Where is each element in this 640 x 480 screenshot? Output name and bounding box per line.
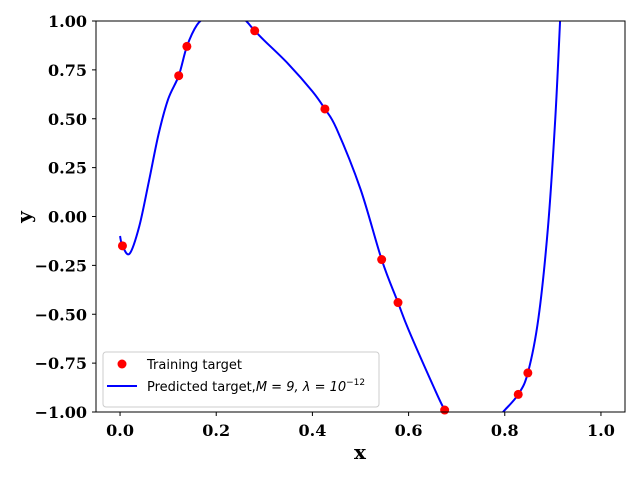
training-point xyxy=(377,255,387,265)
y-tick-label: −0.25 xyxy=(35,256,87,275)
x-tick-label: 0.4 xyxy=(298,421,326,440)
x-tick-label: 0.6 xyxy=(395,421,423,440)
x-tick-label: 0.2 xyxy=(202,421,230,440)
y-axis: 1.00 0.75 0.50 0.25 0.00 −0.25 −0.50 −0.75 −1.00 xyxy=(35,12,96,422)
x-tick-label: 1.0 xyxy=(587,421,615,440)
training-point xyxy=(513,389,523,399)
training-point xyxy=(523,368,533,378)
legend-box xyxy=(102,351,380,408)
training-point xyxy=(320,104,330,114)
training-point xyxy=(117,241,127,251)
training-point xyxy=(182,41,192,51)
y-tick-label: 0.25 xyxy=(48,159,87,178)
legend-label-predicted: Predicted target,M = 9, λ = 10−12 xyxy=(147,378,365,395)
training-point xyxy=(440,405,450,415)
y-tick-label: 0.50 xyxy=(48,110,87,129)
y-axis-label: y xyxy=(12,210,36,224)
training-point xyxy=(250,26,260,36)
legend-label-training: Training target xyxy=(146,358,242,373)
y-tick-label: 1.00 xyxy=(48,12,87,31)
y-tick-label: −0.75 xyxy=(35,354,87,373)
y-tick-label: −0.50 xyxy=(35,305,87,324)
training-point xyxy=(174,71,184,81)
x-axis: 0.0 0.2 0.4 0.6 0.8 1.0 xyxy=(106,412,615,440)
y-tick-label: 0.75 xyxy=(48,61,87,80)
x-tick-label: 0.8 xyxy=(491,421,519,440)
y-tick-label: −1.00 xyxy=(35,403,87,422)
legend-marker-training xyxy=(117,359,127,369)
training-point xyxy=(393,298,403,308)
y-tick-label: 0.00 xyxy=(48,208,87,227)
x-tick-label: 0.0 xyxy=(106,421,134,440)
legend: Training target Predicted target,M = 9, … xyxy=(102,351,380,408)
x-axis-label: x xyxy=(354,440,367,464)
